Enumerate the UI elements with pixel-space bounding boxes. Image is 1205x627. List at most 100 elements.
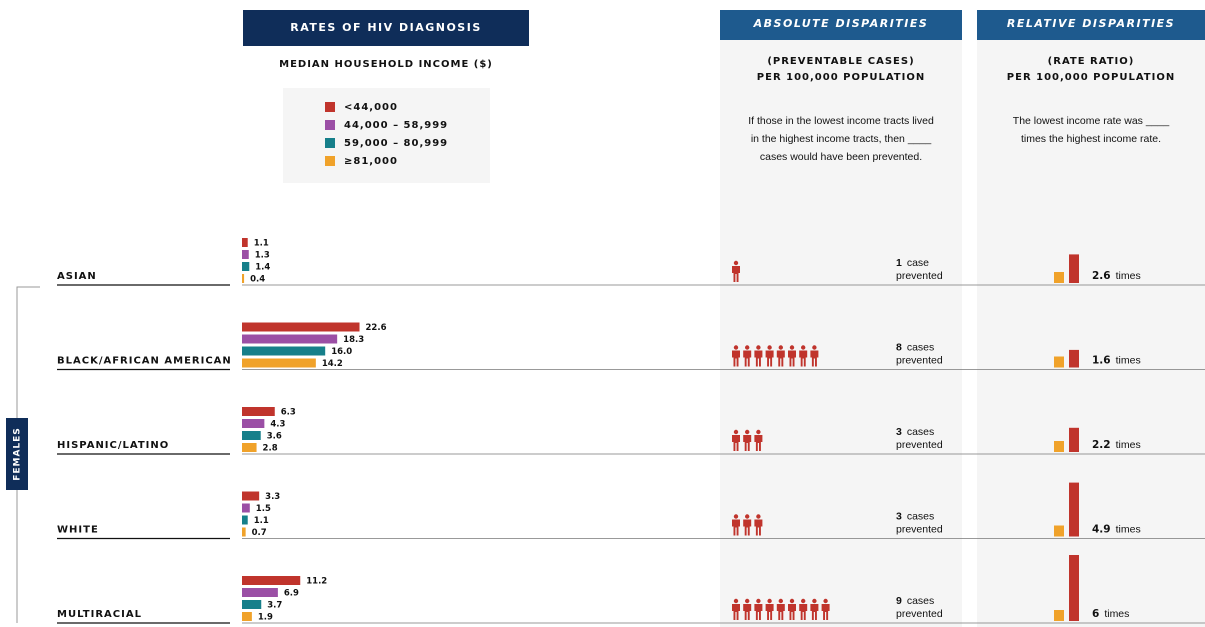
cases-text: 3 cases bbox=[896, 510, 934, 522]
cases-text: 9 cases bbox=[896, 595, 934, 607]
person-icon bbox=[765, 345, 774, 367]
absolute-sub: (PREVENTABLE CASES) bbox=[767, 56, 914, 67]
icon-head bbox=[733, 260, 739, 266]
row-label: WHITE bbox=[57, 525, 99, 536]
rate-label: 6.9 bbox=[284, 589, 299, 599]
ratio-bar bbox=[1069, 254, 1079, 283]
person-icon bbox=[799, 598, 808, 620]
prevented-text: prevented bbox=[896, 270, 943, 282]
icon-head bbox=[733, 345, 739, 350]
cases-number: 3 bbox=[896, 510, 902, 522]
icon-body bbox=[754, 435, 763, 451]
icon-head bbox=[745, 514, 750, 519]
cases-word: cases bbox=[907, 341, 934, 353]
icon-body bbox=[776, 350, 785, 367]
person-icon bbox=[743, 345, 752, 367]
rate-bar bbox=[242, 600, 262, 609]
icon-body bbox=[776, 604, 785, 620]
icon-head bbox=[745, 429, 750, 435]
icon-body bbox=[810, 604, 819, 620]
ratio-text: 1.6 times bbox=[1092, 354, 1141, 366]
person-icon bbox=[743, 514, 752, 536]
cases-number: 1 bbox=[896, 257, 902, 269]
icon-body bbox=[788, 350, 796, 367]
cases-word: cases bbox=[907, 510, 934, 522]
person-icon bbox=[810, 345, 819, 367]
relative-panel bbox=[977, 10, 1205, 627]
icon-body bbox=[732, 350, 740, 367]
relative-sub: PER 100,000 POPULATION bbox=[1007, 72, 1175, 83]
row-label: MULTIRACIAL bbox=[57, 609, 142, 620]
rate-label: 11.2 bbox=[306, 577, 327, 587]
ratio-text: 6 times bbox=[1092, 608, 1129, 620]
rate-label: 3.6 bbox=[267, 432, 282, 442]
icon-head bbox=[801, 345, 806, 350]
rate-label: 1.9 bbox=[258, 613, 273, 623]
icon-body bbox=[754, 350, 763, 367]
icon-head bbox=[823, 598, 828, 604]
rate-label: 6.3 bbox=[281, 408, 296, 418]
row-label: ASIAN bbox=[57, 271, 97, 282]
person-icon bbox=[799, 345, 808, 367]
reference-bar bbox=[1054, 525, 1064, 537]
row-label: BLACK/AFRICAN AMERICAN bbox=[57, 356, 232, 367]
rate-bar bbox=[242, 443, 257, 452]
ratio-number: 1.6 bbox=[1092, 355, 1111, 367]
legend-label: 44,000 – 58,999 bbox=[344, 120, 448, 131]
icon-body bbox=[810, 350, 819, 367]
absolute-desc: If those in the lowest income tracts liv… bbox=[748, 115, 934, 127]
person-icon bbox=[732, 598, 740, 620]
person-icon bbox=[732, 260, 740, 282]
rate-label: 1.1 bbox=[254, 239, 269, 249]
ratio-number: 6 bbox=[1092, 608, 1099, 620]
icon-body bbox=[799, 350, 808, 367]
icon-body bbox=[743, 435, 752, 451]
icon-body bbox=[765, 604, 774, 620]
icon-body bbox=[743, 350, 752, 367]
prevented-text: prevented bbox=[896, 439, 943, 451]
rate-label: 1.3 bbox=[255, 251, 270, 261]
rate-label: 14.2 bbox=[322, 359, 343, 369]
person-icon bbox=[788, 345, 796, 367]
rate-bar bbox=[242, 238, 248, 247]
relative-title: RELATIVE DISPARITIES bbox=[1007, 17, 1175, 30]
group-box bbox=[6, 418, 28, 490]
ratio-bar bbox=[1069, 482, 1079, 537]
absolute-title: ABSOLUTE DISPARITIES bbox=[753, 17, 929, 30]
icon-body bbox=[754, 519, 763, 536]
rate-bar bbox=[242, 503, 250, 513]
prevented-text: prevented bbox=[896, 354, 943, 366]
person-icon bbox=[788, 598, 796, 620]
relative-desc: times the highest income rate. bbox=[1021, 133, 1161, 145]
person-icon bbox=[821, 598, 830, 620]
rate-bar bbox=[242, 576, 301, 585]
legend-swatch bbox=[325, 120, 335, 130]
icon-head bbox=[756, 345, 761, 350]
person-icon bbox=[754, 345, 763, 367]
icon-head bbox=[778, 598, 783, 604]
rate-bar bbox=[242, 250, 249, 259]
icon-body bbox=[743, 604, 752, 620]
icon-body bbox=[732, 266, 740, 282]
rate-bar bbox=[242, 612, 252, 621]
rate-label: 0.7 bbox=[252, 528, 267, 538]
ratio-bar bbox=[1069, 349, 1079, 368]
rate-bar bbox=[242, 407, 275, 416]
ratio-word: times bbox=[1116, 354, 1141, 366]
reference-bar bbox=[1054, 610, 1064, 621]
rate-bar bbox=[242, 358, 316, 368]
icon-head bbox=[745, 598, 750, 604]
icon-body bbox=[732, 519, 740, 536]
cases-number: 3 bbox=[896, 426, 902, 438]
person-icon bbox=[732, 514, 740, 536]
rate-label: 16.0 bbox=[331, 347, 352, 357]
legend-swatch bbox=[325, 102, 335, 112]
legend-swatch bbox=[325, 156, 335, 166]
icon-body bbox=[732, 604, 740, 620]
ratio-bar bbox=[1069, 555, 1079, 621]
cases-number: 9 bbox=[896, 595, 902, 607]
legend-box bbox=[283, 88, 490, 183]
icon-head bbox=[767, 598, 772, 604]
income-label: MEDIAN HOUSEHOLD INCOME ($) bbox=[279, 59, 493, 70]
